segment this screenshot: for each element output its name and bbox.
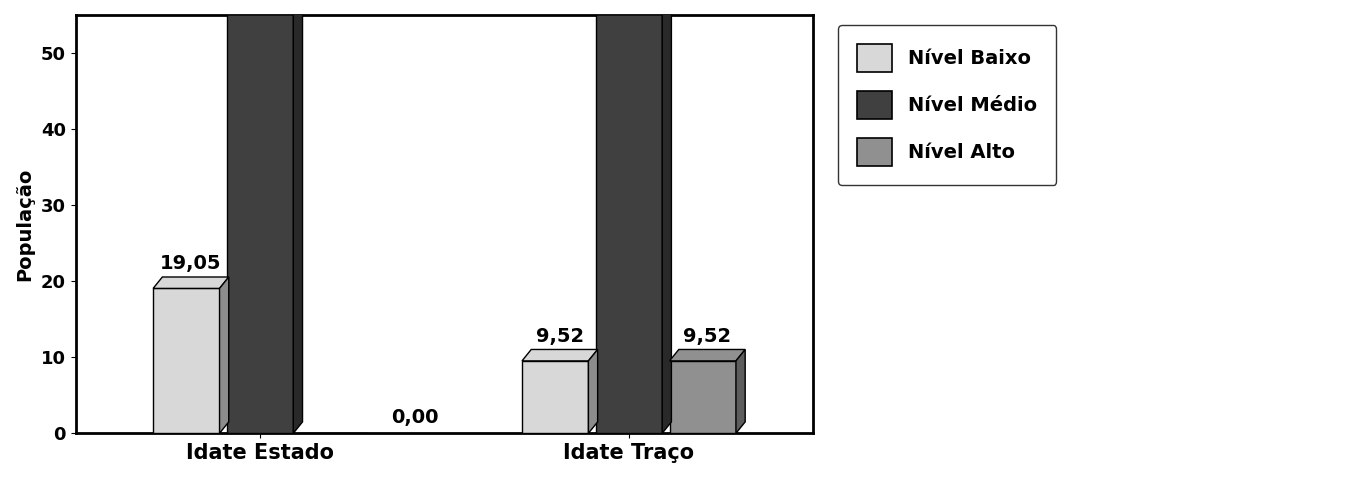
- Polygon shape: [226, 4, 303, 15]
- Y-axis label: População: População: [15, 167, 34, 281]
- Polygon shape: [523, 349, 598, 361]
- Text: 9,52: 9,52: [683, 326, 731, 346]
- Bar: [669, 361, 735, 433]
- Bar: [523, 361, 589, 433]
- Polygon shape: [595, 4, 671, 15]
- Bar: [595, 0, 663, 433]
- Polygon shape: [154, 277, 229, 288]
- Bar: [154, 288, 220, 433]
- Polygon shape: [735, 349, 745, 433]
- Polygon shape: [294, 4, 303, 433]
- Legend: Nível Baixo, Nível Médio, Nível Alto: Nível Baixo, Nível Médio, Nível Alto: [838, 25, 1056, 185]
- Bar: [226, 0, 294, 433]
- Text: 19,05: 19,05: [160, 254, 222, 273]
- Polygon shape: [589, 349, 598, 433]
- Polygon shape: [669, 349, 745, 361]
- Text: 9,52: 9,52: [536, 326, 583, 346]
- Polygon shape: [220, 277, 229, 433]
- Polygon shape: [663, 4, 671, 433]
- Text: 0,00: 0,00: [391, 408, 439, 427]
